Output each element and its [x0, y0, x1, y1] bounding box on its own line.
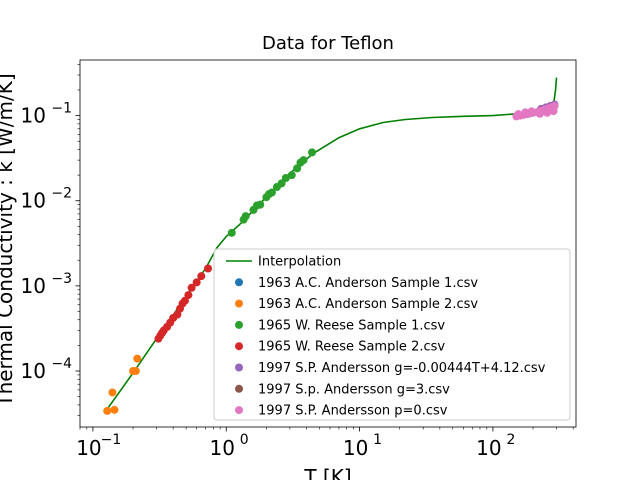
- data-point-series-3: [227, 228, 236, 237]
- legend-dot-marker: [235, 363, 243, 372]
- legend-entry-label: 1997 S.P. Andersson g=-0.00444T+4.12.csv: [258, 361, 546, 376]
- legend-entry-label: 1965 W. Reese Sample 1.csv: [258, 318, 445, 333]
- data-point-series-3: [299, 156, 308, 165]
- y-tick-exponent: −2: [51, 186, 72, 202]
- legend-dot-marker: [235, 406, 243, 415]
- chart-title: Data for Teflon: [262, 33, 394, 54]
- axes-frame: [79, 59, 577, 428]
- legend-box: [213, 248, 571, 421]
- x-axis-label: T [K]: [303, 465, 351, 480]
- plot-area: 10−1 10 0 10 1 10 210 −410 −310 −210 −1: [21, 59, 577, 460]
- x-tick-exponent: 0: [240, 432, 249, 448]
- data-point-series-3: [308, 148, 317, 157]
- legend-entry-label: 1997 S.P. Andersson p=0.csv: [258, 404, 448, 419]
- legend-entry-label: Interpolation: [258, 255, 341, 270]
- data-point-series-7: [549, 107, 558, 116]
- legend-entry-label: 1965 W. Reese Sample 2.csv: [258, 340, 445, 355]
- legend-dot-marker: [235, 342, 243, 351]
- data-point-series-3: [277, 179, 286, 188]
- data-point-series-3: [241, 212, 250, 221]
- x-tick-label: 10: [210, 436, 235, 460]
- data-point-series-4: [197, 272, 206, 281]
- y-tick-exponent: −1: [51, 101, 72, 117]
- data-point-series-3: [256, 200, 265, 209]
- x-tick-exponent: 1: [373, 432, 382, 448]
- legend-entry-label: 1963 A.C. Anderson Sample 2.csv: [258, 297, 478, 312]
- x-tick-exponent: −1: [101, 432, 122, 448]
- legend-dot-marker: [235, 299, 243, 308]
- y-tick-label: 10: [21, 104, 46, 128]
- data-point-series-4: [204, 264, 213, 273]
- data-point-series-2: [108, 388, 117, 397]
- data-layer: [103, 77, 559, 415]
- x-tick-label: 10: [76, 436, 101, 460]
- legend-dot-marker: [235, 278, 243, 287]
- x-tick-label: 10: [476, 436, 501, 460]
- data-point-series-4: [184, 291, 193, 300]
- legend: Interpolation 1963 A.C. Anderson Sample 1…: [213, 248, 571, 421]
- data-point-series-2: [103, 406, 112, 415]
- data-point-series-7: [535, 109, 544, 118]
- legend-dot-marker: [235, 320, 243, 329]
- y-tick-exponent: −3: [51, 271, 72, 287]
- data-point-series-7: [514, 110, 523, 119]
- data-point-series-2: [110, 405, 119, 414]
- y-tick-label: 10: [21, 274, 46, 298]
- x-tick-exponent: 2: [506, 432, 515, 448]
- data-point-series-4: [192, 278, 201, 287]
- y-tick-label: 10: [21, 359, 46, 383]
- data-point-series-4: [187, 283, 196, 292]
- y-tick-exponent: −4: [51, 356, 72, 372]
- x-tick-label: 10: [343, 436, 368, 460]
- data-point-series-2: [133, 354, 142, 363]
- y-axis-label: Thermal Conductivity : k [W/m/K]: [0, 73, 17, 407]
- data-point-series-7: [527, 107, 536, 116]
- legend-entry-label: 1963 A.C. Anderson Sample 1.csv: [258, 276, 478, 291]
- data-point-series-2: [131, 367, 140, 376]
- data-point-series-3: [287, 171, 296, 180]
- data-point-series-7: [543, 108, 552, 117]
- y-tick-label: 10: [21, 189, 46, 213]
- data-point-series-3: [267, 188, 276, 197]
- legend-entry-label: 1997 S.p. Andersson g=3.csv: [258, 382, 450, 397]
- legend-dot-marker: [235, 384, 243, 393]
- data-point-series-7: [521, 108, 530, 117]
